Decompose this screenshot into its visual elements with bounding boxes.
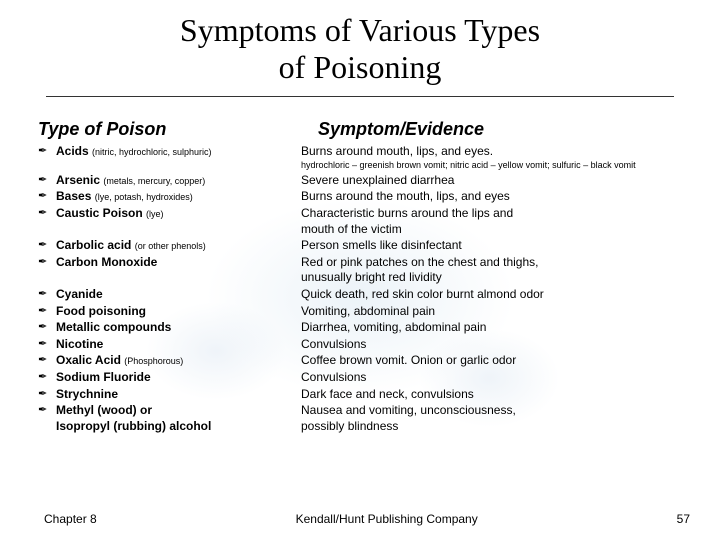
- bullet-icon: ✒: [38, 320, 56, 335]
- bullet-icon: ✒: [38, 370, 56, 385]
- poison-cell: Oxalic Acid (Phosphorous): [56, 353, 301, 369]
- symptom-cell: Person smells like disinfectant: [301, 238, 700, 254]
- symptom-cell: Diarrhea, vomiting, abdominal pain: [301, 320, 700, 336]
- symptom-cell: Severe unexplained diarrhea: [301, 173, 700, 189]
- poison-name: Methyl (wood) or Isopropyl (rubbing) alc…: [56, 403, 211, 433]
- poison-name: Cyanide: [56, 287, 103, 301]
- bullet-icon: ✒: [38, 337, 56, 352]
- list-item: ✒Metallic compounds Diarrhea, vomiting, a…: [38, 320, 700, 336]
- list-item: ✒Strychnine Dark face and neck, convulsi…: [38, 387, 700, 403]
- poison-cell: Carbon Monoxide: [56, 255, 301, 271]
- poison-cell: Methyl (wood) or Isopropyl (rubbing) alc…: [56, 403, 301, 434]
- symptom-cell: Dark face and neck, convulsions: [301, 387, 700, 403]
- poison-cell: Cyanide: [56, 287, 301, 303]
- list-item: ✒Oxalic Acid (Phosphorous)Coffee brown v…: [38, 353, 700, 369]
- poison-name: Caustic Poison: [56, 206, 146, 220]
- symptom-cell: Coffee brown vomit. Onion or garlic odor: [301, 353, 700, 369]
- poison-cell: Sodium Fluoride: [56, 370, 301, 386]
- bullet-icon: ✒: [38, 387, 56, 402]
- poison-subtext: (Phosphorous): [124, 356, 183, 366]
- slide-title: Symptoms of Various Types of Poisoning: [0, 0, 720, 86]
- list-item: ✒Carbolic acid (or other phenols)Person …: [38, 238, 700, 254]
- list-item: ✒Bases (lye, potash, hydroxides)Burns ar…: [38, 189, 700, 205]
- footer-page-number: 57: [677, 512, 690, 526]
- symptom-cell: Convulsions: [301, 370, 700, 386]
- poison-cell: Strychnine: [56, 387, 301, 403]
- list-item: ✒Cyanide Quick death, red skin color burn…: [38, 287, 700, 303]
- symptom-cell: Red or pink patches on the chest and thi…: [301, 255, 700, 286]
- symptom-cell: Burns around the mouth, lips, and eyes: [301, 189, 700, 205]
- list-item: ✒Arsenic (metals, mercury, copper)Severe…: [38, 173, 700, 189]
- header-symptom-evidence: Symptom/Evidence: [318, 119, 682, 140]
- list-item: ✒Methyl (wood) or Isopropyl (rubbing) al…: [38, 403, 700, 434]
- poison-subtext: (nitric, hydrochloric, sulphuric): [92, 147, 212, 157]
- poison-subtext: (metals, mercury, copper): [103, 176, 205, 186]
- bullet-icon: ✒: [38, 238, 56, 253]
- poison-subtext: (lye, potash, hydroxides): [95, 192, 193, 202]
- slide-content: Symptoms of Various Types of Poisoning T…: [0, 0, 720, 540]
- title-line-1: Symptoms of Various Types: [180, 12, 540, 48]
- poison-name: Arsenic: [56, 173, 103, 187]
- bullet-icon: ✒: [38, 353, 56, 368]
- list-item: ✒Acids (nitric, hydrochloric, sulphuric)…: [38, 144, 700, 160]
- poison-name: Bases: [56, 189, 95, 203]
- poison-cell: Metallic compounds: [56, 320, 301, 336]
- poison-name: Acids: [56, 144, 92, 158]
- bullet-icon: ✒: [38, 144, 56, 159]
- bullet-icon: ✒: [38, 403, 56, 418]
- bullet-icon: ✒: [38, 304, 56, 319]
- subnote-row: hydrochloric – greenish brown vomit; nit…: [38, 160, 700, 172]
- poison-name: Carbon Monoxide: [56, 255, 157, 269]
- symptom-cell: Nausea and vomiting, unconsciousness, po…: [301, 403, 700, 434]
- title-line-2: of Poisoning: [279, 49, 442, 85]
- poison-name: Food poisoning: [56, 304, 146, 318]
- title-underline: [46, 96, 674, 97]
- symptom-cell: Vomiting, abdominal pain: [301, 304, 700, 320]
- poison-name: Strychnine: [56, 387, 118, 401]
- poison-list: ✒Acids (nitric, hydrochloric, sulphuric)…: [0, 140, 720, 435]
- list-item: ✒Nicotine Convulsions: [38, 337, 700, 353]
- poison-cell: Carbolic acid (or other phenols): [56, 238, 301, 254]
- list-item: ✒Sodium Fluoride Convulsions: [38, 370, 700, 386]
- slide-footer: Chapter 8 Kendall/Hunt Publishing Compan…: [0, 512, 720, 526]
- symptom-cell: Convulsions: [301, 337, 700, 353]
- bullet-icon: ✒: [38, 287, 56, 302]
- list-item: ✒Carbon Monoxide Red or pink patches on t…: [38, 255, 700, 286]
- poison-cell: Caustic Poison (lye): [56, 206, 301, 222]
- poison-name: Metallic compounds: [56, 320, 171, 334]
- poison-subtext: (or other phenols): [135, 241, 206, 251]
- bullet-icon: ✒: [38, 206, 56, 221]
- poison-cell: Acids (nitric, hydrochloric, sulphuric): [56, 144, 301, 160]
- poison-cell: Arsenic (metals, mercury, copper): [56, 173, 301, 189]
- symptom-cell: Characteristic burns around the lips and…: [301, 206, 700, 237]
- bullet-icon: ✒: [38, 173, 56, 188]
- list-item: ✒Food poisoning Vomiting, abdominal pain: [38, 304, 700, 320]
- poison-name: Sodium Fluoride: [56, 370, 151, 384]
- header-type-of-poison: Type of Poison: [38, 119, 318, 140]
- footer-publisher: Kendall/Hunt Publishing Company: [97, 512, 677, 526]
- bullet-icon: ✒: [38, 255, 56, 270]
- list-item: ✒Caustic Poison (lye)Characteristic burn…: [38, 206, 700, 237]
- poison-cell: Nicotine: [56, 337, 301, 353]
- subnote-text: hydrochloric – greenish brown vomit; nit…: [301, 160, 636, 172]
- poison-name: Oxalic Acid: [56, 353, 124, 367]
- poison-subtext: (lye): [146, 209, 164, 219]
- poison-name: Carbolic acid: [56, 238, 135, 252]
- symptom-cell: Burns around mouth, lips, and eyes.: [301, 144, 700, 160]
- poison-cell: Bases (lye, potash, hydroxides): [56, 189, 301, 205]
- footer-chapter: Chapter 8: [44, 512, 97, 526]
- column-headers: Type of Poison Symptom/Evidence: [0, 119, 720, 140]
- poison-name: Nicotine: [56, 337, 103, 351]
- bullet-icon: ✒: [38, 189, 56, 204]
- symptom-cell: Quick death, red skin color burnt almond…: [301, 287, 700, 303]
- poison-cell: Food poisoning: [56, 304, 301, 320]
